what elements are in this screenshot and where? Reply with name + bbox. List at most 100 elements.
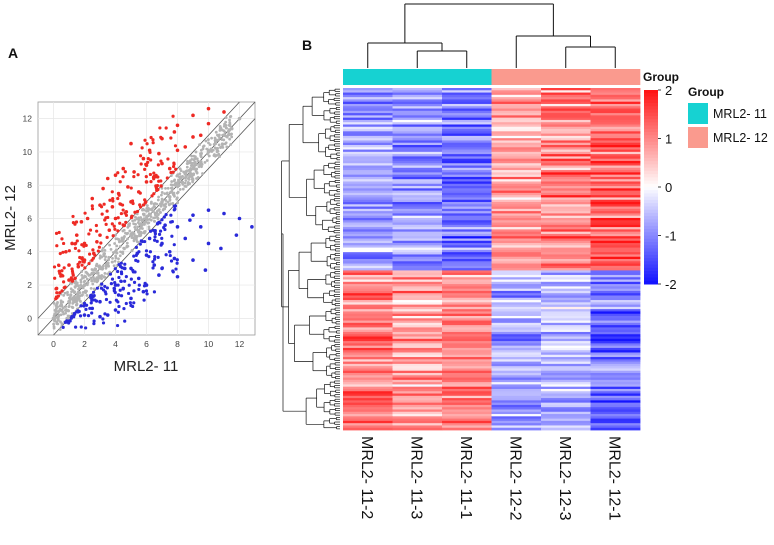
heatmap-cell — [442, 331, 492, 335]
scatter-point-background — [83, 274, 87, 278]
scatter-point-background — [205, 159, 209, 162]
heatmap-cell — [442, 306, 492, 310]
heatmap-cell — [590, 124, 641, 128]
heatmap-cell — [491, 411, 542, 415]
heatmap-cell — [590, 361, 641, 365]
heatmap-cell — [392, 361, 443, 365]
heatmap-cell — [541, 359, 591, 362]
scatter-point-down-regulated — [188, 218, 192, 222]
heatmap-cell — [343, 92, 393, 96]
scatter-point-background — [54, 309, 57, 313]
scatter-x-tick-label: 2 — [82, 339, 87, 349]
heatmap-cell — [343, 124, 393, 128]
colorbar-segment — [644, 232, 658, 236]
colorbar-segment — [644, 125, 658, 130]
heatmap-cell — [491, 131, 542, 134]
colorbar-tick-label: 2 — [665, 83, 672, 98]
scatter-y-tick-label: 12 — [23, 114, 33, 124]
heatmap-cell — [442, 238, 492, 242]
heatmap-cell — [442, 133, 492, 137]
scatter-point-background — [164, 199, 168, 202]
annotation-cell — [491, 69, 542, 85]
heatmap-cell — [343, 158, 393, 162]
heatmap-cell — [392, 343, 443, 347]
annotation-cell — [541, 69, 591, 85]
heatmap-cell — [392, 416, 443, 419]
heatmap-cell — [442, 215, 492, 219]
scatter-point-down-regulated — [103, 290, 107, 294]
scatter-point-down-regulated — [237, 216, 242, 221]
scatter-point-background — [163, 192, 167, 196]
heatmap-cell — [442, 252, 492, 255]
heatmap-cell — [442, 395, 492, 399]
scatter-point-up-regulated — [73, 246, 78, 250]
heatmap-cell — [541, 375, 591, 378]
scatter-point-background — [86, 281, 90, 285]
heatmap-cell — [590, 382, 641, 385]
heatmap-cell — [491, 145, 542, 148]
scatter-point-up-regulated — [90, 204, 94, 208]
heatmap-cell — [491, 245, 542, 248]
heatmap-cell — [491, 233, 542, 237]
heatmap-cell — [343, 110, 393, 114]
scatter-point-up-regulated — [139, 162, 143, 166]
scatter-point-down-regulated — [152, 263, 157, 267]
scatter-point-background — [137, 218, 141, 222]
heatmap-cell — [541, 363, 591, 367]
scatter-point-background — [109, 247, 113, 251]
heatmap-cell — [343, 156, 393, 160]
scatter-point-down-regulated — [121, 287, 125, 291]
heatmap-cell — [343, 290, 393, 294]
scatter-x-axis-label: MRL2- 11 — [114, 358, 179, 375]
scatter-point-down-regulated — [129, 296, 133, 301]
scatter-point-background — [150, 200, 153, 204]
scatter-point-up-regulated — [91, 248, 95, 252]
heatmap-cell — [541, 347, 591, 351]
scatter-point-down-regulated — [151, 260, 155, 264]
heatmap-cell — [541, 270, 591, 274]
heatmap-cell — [392, 398, 443, 401]
heatmap-cell — [491, 373, 542, 376]
scatter-point-down-regulated — [119, 272, 124, 276]
scatter-point-down-regulated — [156, 221, 160, 225]
heatmap-cell — [491, 270, 542, 274]
scatter-point-up-regulated — [62, 266, 66, 270]
heatmap-cell — [541, 124, 591, 128]
heatmap-cell — [541, 343, 591, 347]
heatmap-cell — [491, 183, 542, 187]
heatmap-cell — [343, 231, 393, 235]
scatter-point-up-regulated — [150, 194, 154, 198]
heatmap-cell — [491, 199, 542, 203]
scatter-point-not-significant — [175, 183, 180, 188]
heatmap-cell — [541, 373, 591, 376]
scatter-point-down-regulated — [92, 319, 96, 323]
heatmap-cell — [590, 398, 641, 401]
heatmap-cell — [442, 256, 492, 260]
scatter-point-not-significant — [237, 116, 242, 121]
scatter-point-background — [164, 186, 167, 190]
scatter-point-not-significant — [183, 171, 188, 176]
heatmap-cell — [590, 270, 641, 274]
heatmap-cell — [590, 149, 641, 153]
heatmap-cell — [590, 368, 641, 372]
scatter-point-background — [188, 171, 192, 175]
scatter-point-up-regulated — [144, 180, 149, 184]
scatter-point-background — [116, 237, 119, 241]
heatmap-cell — [442, 327, 492, 331]
scatter-point-background — [104, 265, 108, 268]
heatmap-cell — [343, 220, 393, 223]
scatter-point-up-regulated — [74, 220, 79, 224]
heatmap-cell — [590, 227, 641, 230]
heatmap-cell — [392, 393, 443, 397]
scatter-point-down-regulated — [79, 304, 83, 308]
scatter-point-background — [73, 290, 77, 294]
scatter-point-up-regulated — [116, 229, 120, 233]
scatter-point-down-regulated — [144, 249, 149, 253]
heatmap-cell — [392, 379, 443, 383]
heatmap-cell — [392, 202, 443, 205]
heatmap-cell — [541, 425, 591, 429]
heatmap-cell — [541, 370, 591, 374]
scatter-point-not-significant — [82, 283, 87, 287]
scatter-point-background — [224, 116, 228, 119]
heatmap-cell — [392, 359, 443, 362]
